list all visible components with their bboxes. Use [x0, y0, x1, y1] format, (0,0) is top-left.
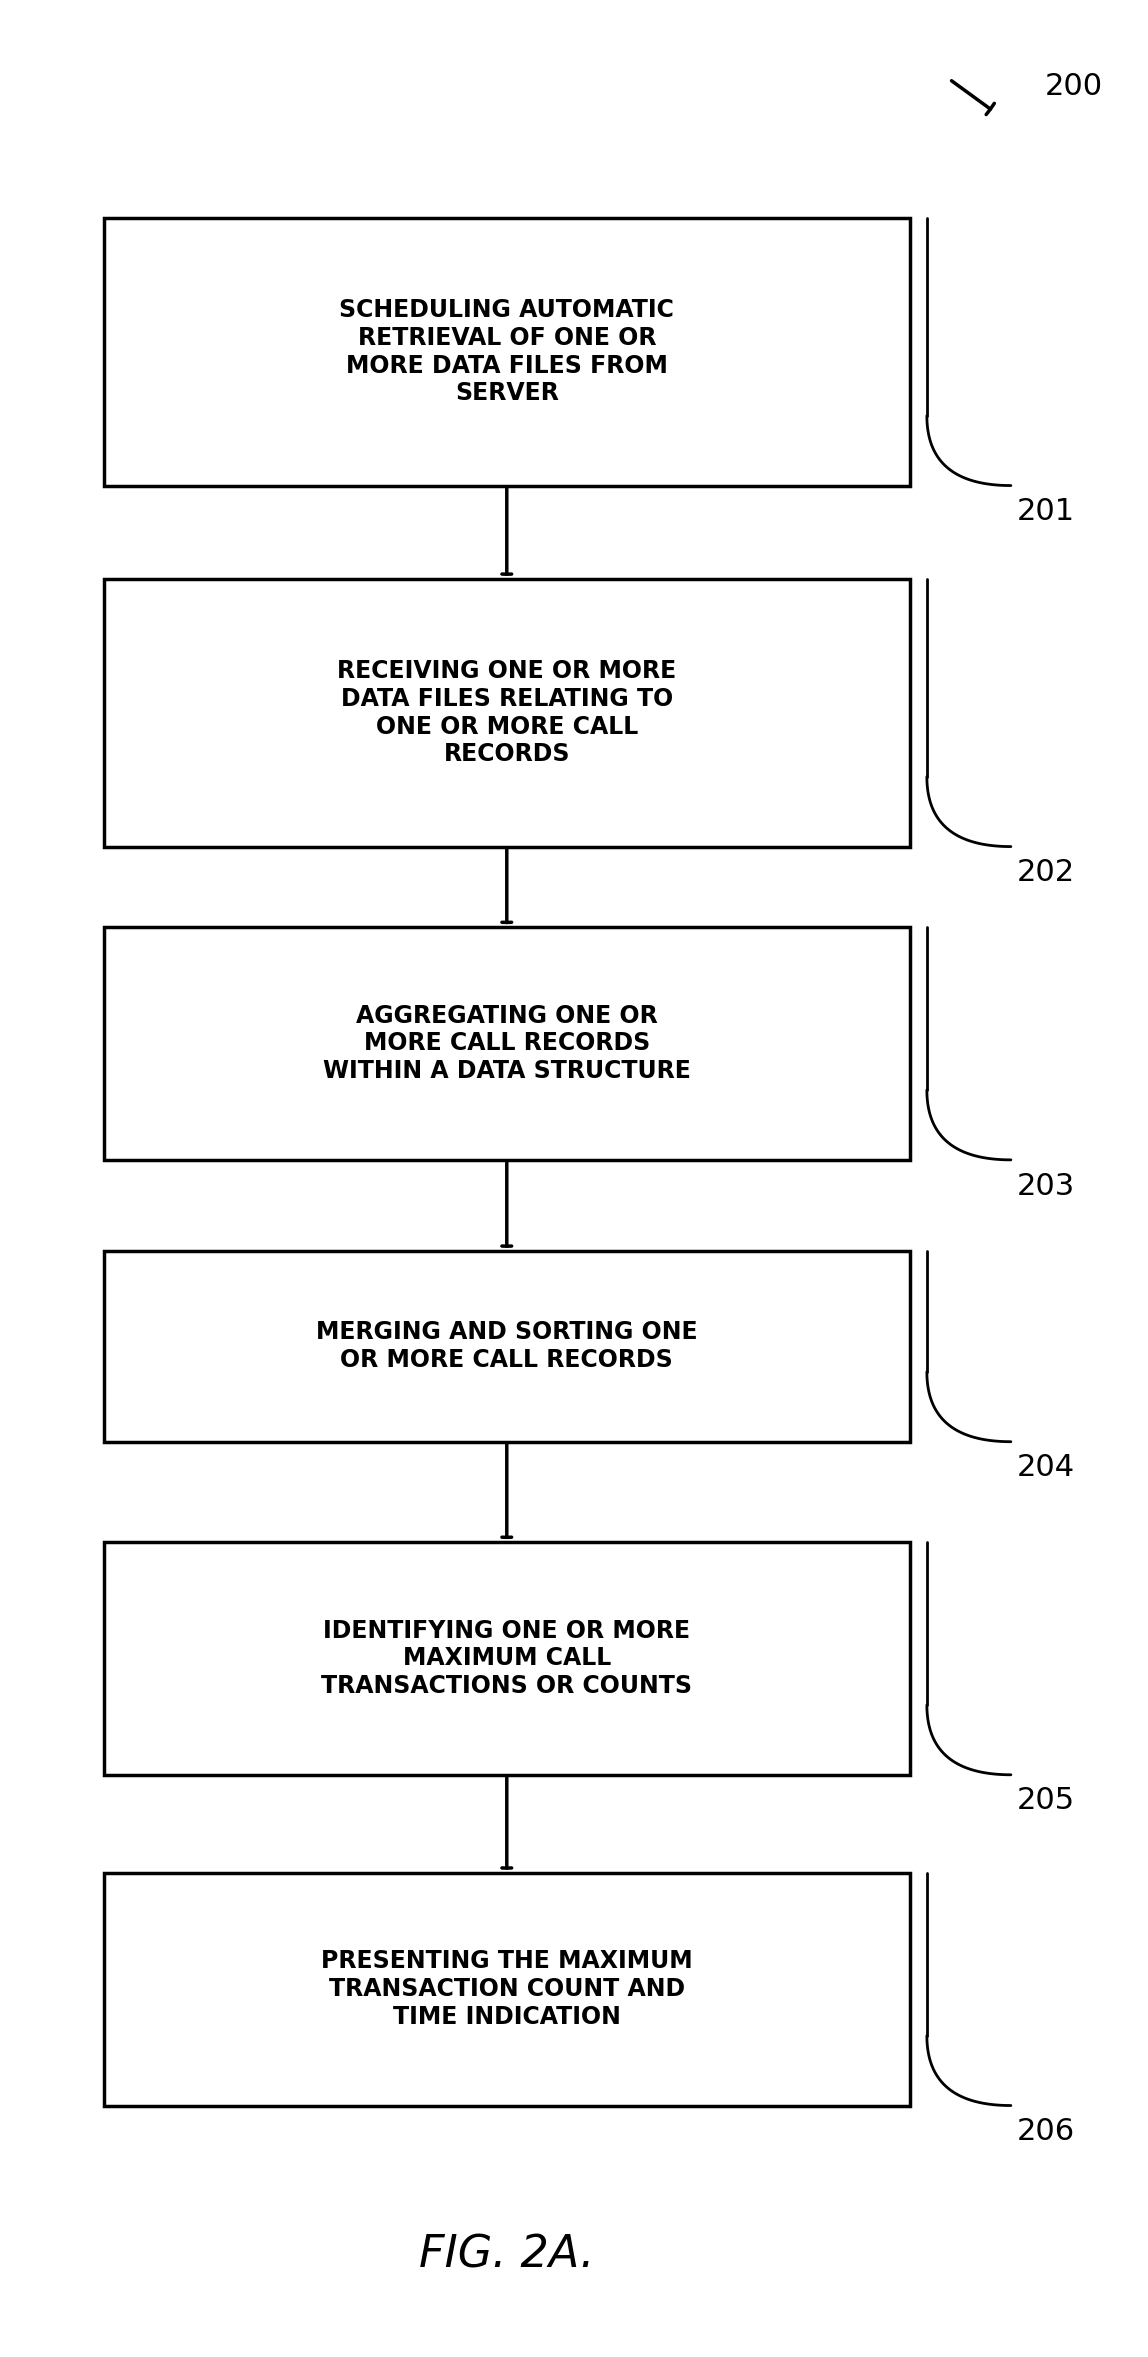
Text: PRESENTING THE MAXIMUM
TRANSACTION COUNT AND
TIME INDICATION: PRESENTING THE MAXIMUM TRANSACTION COUNT… — [321, 1949, 692, 2029]
Text: SCHEDULING AUTOMATIC
RETRIEVAL OF ONE OR
MORE DATA FILES FROM
SERVER: SCHEDULING AUTOMATIC RETRIEVAL OF ONE OR… — [340, 297, 674, 405]
Text: FIG. 2A.: FIG. 2A. — [419, 2232, 595, 2277]
Text: 205: 205 — [1016, 1787, 1075, 1815]
Text: AGGREGATING ONE OR
MORE CALL RECORDS
WITHIN A DATA STRUCTURE: AGGREGATING ONE OR MORE CALL RECORDS WIT… — [323, 1004, 691, 1084]
Text: 202: 202 — [1016, 858, 1075, 886]
FancyBboxPatch shape — [103, 217, 910, 486]
FancyBboxPatch shape — [103, 926, 910, 1160]
FancyBboxPatch shape — [103, 1541, 910, 1775]
Text: 203: 203 — [1016, 1171, 1075, 1200]
Text: 206: 206 — [1016, 2117, 1075, 2147]
FancyBboxPatch shape — [103, 1871, 910, 2105]
Text: 201: 201 — [1016, 497, 1075, 526]
FancyBboxPatch shape — [103, 580, 910, 846]
Text: RECEIVING ONE OR MORE
DATA FILES RELATING TO
ONE OR MORE CALL
RECORDS: RECEIVING ONE OR MORE DATA FILES RELATIN… — [338, 660, 676, 766]
Text: MERGING AND SORTING ONE
OR MORE CALL RECORDS: MERGING AND SORTING ONE OR MORE CALL REC… — [316, 1320, 698, 1372]
Text: 200: 200 — [1045, 73, 1102, 101]
FancyBboxPatch shape — [103, 1252, 910, 1442]
Text: 204: 204 — [1016, 1454, 1075, 1483]
Text: IDENTIFYING ONE OR MORE
MAXIMUM CALL
TRANSACTIONS OR COUNTS: IDENTIFYING ONE OR MORE MAXIMUM CALL TRA… — [321, 1619, 692, 1697]
